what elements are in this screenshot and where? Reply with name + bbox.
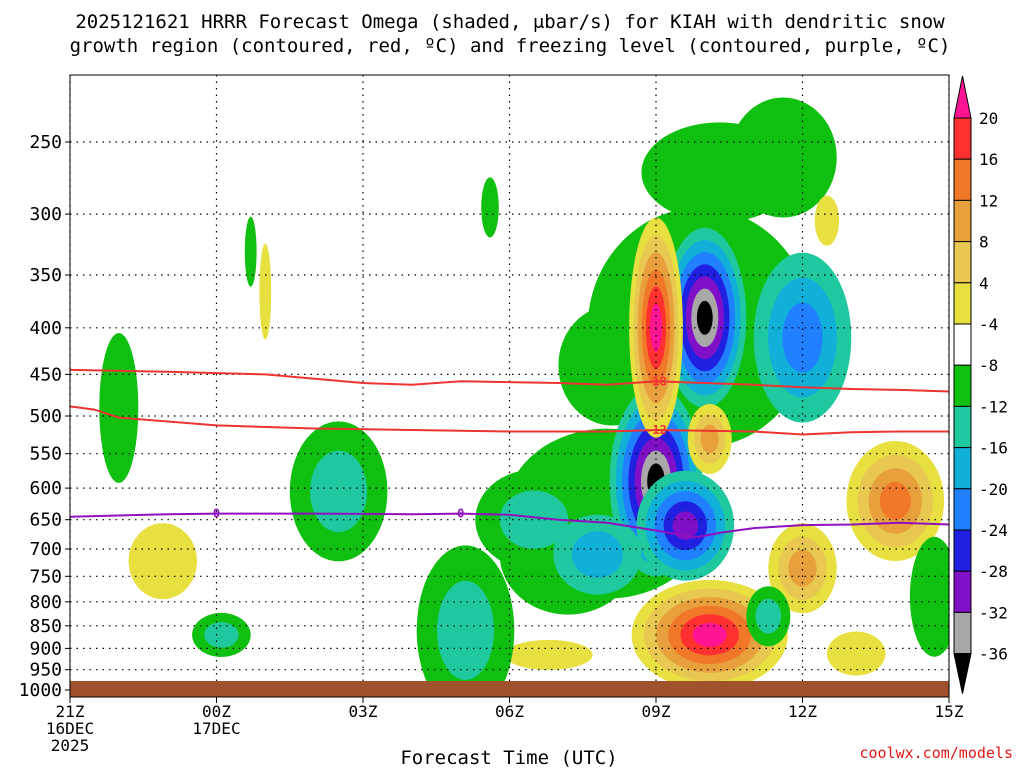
colorbar-label: -24 [979, 521, 1008, 540]
colorbar-segment [953, 488, 972, 531]
colorbar-label: 4 [979, 274, 989, 293]
colorbar-label: -8 [979, 356, 998, 375]
colorbar-label: -16 [979, 439, 1008, 458]
colorbar-label: -28 [979, 562, 1008, 581]
x-tick-label: 17DEC [192, 719, 240, 738]
contour-minus18 [70, 368, 949, 393]
omega-region-green [437, 580, 494, 681]
omega-downward-core [128, 523, 197, 600]
colorbar-bottom-triangle [953, 653, 972, 694]
omega-region-green [755, 598, 782, 634]
chart-title-line1: 2025121621 HRRR Forecast Omega (shaded, … [75, 11, 945, 33]
y-tick-label: 1000 [19, 680, 62, 701]
omega-region-green [499, 490, 569, 549]
y-tick-label: 950 [29, 660, 62, 681]
y-tick-label: 900 [29, 638, 62, 659]
ground-bar [70, 681, 949, 697]
omega-downward-core [700, 424, 719, 454]
contour-minus12 [70, 405, 949, 436]
colorbar-label: 8 [979, 233, 989, 252]
axes: 2503003504004505005506006507007508008509… [19, 132, 964, 755]
colorbar-segment [953, 570, 972, 613]
colorbar-segment [953, 611, 972, 655]
omega-region-green [310, 450, 368, 533]
omega-region-green [909, 536, 949, 657]
colorbar-label: 12 [979, 191, 998, 210]
contour-lines: -18 -12 0 0 [70, 368, 949, 539]
omega-region-green [641, 122, 798, 223]
x-tick-label: 06Z [495, 702, 524, 721]
colorbar: 20 16 12 8 4 -4 -8 -12 -16 -20 -24 -28 -32 -36 [953, 75, 1008, 694]
colorbar-segment [953, 529, 972, 572]
y-tick-label: 250 [29, 132, 62, 153]
x-tick-label: 16DEC [46, 719, 94, 738]
x-tick-label: 00Z [202, 702, 231, 721]
colorbar-segment [953, 199, 972, 243]
omega-downward-core [259, 243, 272, 340]
y-tick-label: 350 [29, 265, 62, 286]
omega-region-green [481, 177, 499, 238]
colorbar-label: -32 [979, 603, 1008, 622]
omega-upward-core [571, 531, 624, 578]
y-tick-label: 650 [29, 510, 62, 531]
omega-downward-core [504, 639, 593, 670]
colorbar-segment [953, 447, 972, 490]
y-tick-label: 550 [29, 444, 62, 465]
y-tick-label: 700 [29, 539, 62, 560]
omega-region-green [244, 216, 257, 287]
contour-label: -12 [645, 423, 667, 437]
x-tick-label: 09Z [642, 702, 671, 721]
colorbar-segment [953, 158, 972, 201]
omega-downward-core [814, 195, 840, 246]
colorbar-label: 16 [979, 150, 998, 169]
colorbar-segment [953, 282, 972, 325]
contour-label: -18 [645, 374, 667, 388]
omega-region-green [99, 333, 139, 483]
y-tick-label: 850 [29, 616, 62, 637]
omega-upward-core [696, 300, 713, 335]
x-tick-label: 21Z [56, 702, 85, 721]
x-tick-label: 2025 [51, 736, 90, 755]
x-tick-label: 12Z [788, 702, 817, 721]
colorbar-label: -36 [979, 645, 1008, 664]
chart-title-line2: growth region (contoured, red, ºC) and f… [70, 35, 951, 57]
omega-upward-core [672, 511, 698, 540]
x-tick-label: 15Z [935, 702, 964, 721]
x-axis-label: Forecast Time (UTC) [400, 747, 617, 768]
omega-upward-core [782, 302, 823, 373]
x-tick-label: 03Z [349, 702, 378, 721]
y-tick-label: 750 [29, 566, 62, 587]
y-tick-label: 400 [29, 318, 62, 339]
contour-0 [70, 512, 949, 539]
omega-downward-core [879, 481, 911, 521]
y-tick-label: 450 [29, 364, 62, 385]
colorbar-label: 20 [979, 109, 998, 128]
y-tick-label: 300 [29, 204, 62, 225]
colorbar-label: -4 [979, 315, 998, 334]
colorbar-segment [953, 117, 972, 160]
y-tick-label: 600 [29, 478, 62, 499]
omega-downward-core [826, 631, 886, 676]
colorbar-segment [953, 405, 972, 449]
colorbar-top-triangle [953, 75, 972, 119]
colorbar-label: -12 [979, 397, 1008, 416]
contour-label: 0 [457, 507, 464, 521]
contour-label: 0 [213, 507, 220, 521]
colorbar-segment [953, 323, 972, 366]
omega-region-green [204, 622, 239, 648]
omega-downward-core [788, 549, 817, 587]
colorbar-label: -20 [979, 480, 1008, 499]
omega-shading [99, 97, 949, 697]
omega-downward-core [692, 622, 727, 647]
colorbar-segment [953, 364, 972, 407]
colorbar-segment [953, 241, 972, 284]
credit-text: coolwx.com/models [859, 744, 1013, 762]
y-tick-label: 500 [29, 406, 62, 427]
y-tick-label: 800 [29, 592, 62, 613]
